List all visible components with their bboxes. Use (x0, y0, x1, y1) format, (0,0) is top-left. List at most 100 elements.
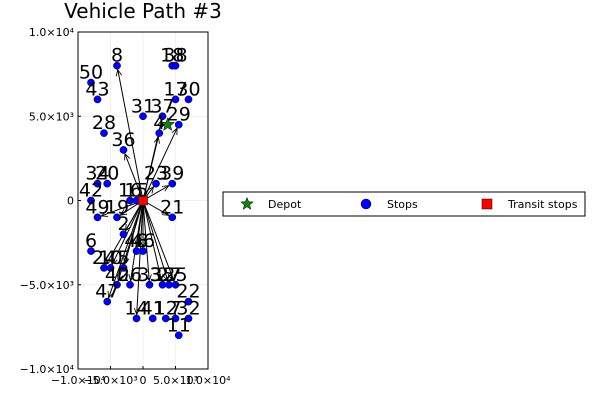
stop-label-49: 49 (85, 196, 109, 218)
x-tick-label-0: −1.0×10⁴ (51, 374, 106, 387)
stop-marker-30 (184, 95, 193, 104)
legend-box (222, 191, 586, 217)
stop-label-41: 41 (141, 297, 165, 319)
stop-marker-19 (113, 213, 121, 222)
path-edge-transit-8 (118, 70, 144, 201)
y-tick-label-4: −1.0×10⁴ (20, 363, 75, 376)
path-edges (101, 70, 178, 315)
stop-label-31: 31 (131, 95, 155, 117)
legend-marker-stops (360, 198, 372, 210)
path-edge-transit-33 (142, 200, 149, 281)
stop-marker-50 (87, 78, 95, 87)
stop-label-39: 39 (160, 163, 184, 185)
stop-label-26: 26 (118, 264, 142, 286)
stop-label-30: 30 (176, 78, 200, 100)
stop-marker-34 (93, 179, 102, 188)
stop-label-11: 11 (167, 314, 191, 336)
stop-label-10: 10 (98, 247, 122, 269)
stop-marker-28 (100, 129, 108, 137)
x-tick-label-1: −5.0×10³ (83, 374, 137, 387)
path-edge-transit-10 (111, 200, 144, 265)
transit-stop-marker (138, 195, 148, 206)
stop-label-8: 8 (111, 45, 123, 67)
path-edge-transit-36 (125, 154, 144, 201)
stop-marker-6 (87, 247, 95, 255)
legend: Depot Stops Transit stops (222, 191, 586, 217)
stop-label-37: 37 (150, 95, 174, 117)
stop-label-28: 28 (92, 112, 116, 134)
stop-label-20: 20 (95, 163, 119, 185)
stop-label-6: 6 (85, 230, 97, 252)
stop-marker-17 (171, 95, 180, 104)
stop-marker-7 (171, 314, 180, 323)
stop-label-25: 25 (163, 264, 187, 286)
y-tick-label-3: −5.0×10³ (20, 279, 74, 292)
stop-label-5: 5 (117, 247, 129, 269)
stop-marker-29 (174, 120, 183, 129)
stop-label-46: 46 (131, 230, 155, 252)
stop-marker-47 (103, 297, 112, 306)
path-edge-transit-4 (142, 137, 158, 201)
stop-marker-31 (139, 112, 147, 121)
depot-marker (160, 116, 176, 131)
stop-label-23: 23 (144, 163, 168, 185)
stop-label-48: 48 (124, 230, 148, 252)
stop-marker-40 (113, 280, 121, 289)
stop-marker-32 (184, 314, 193, 323)
path-edge-transit-25 (142, 200, 174, 282)
path-edge-transit-47 (109, 200, 144, 298)
stop-marker-46 (139, 247, 147, 255)
y-tick-label-1: 5.0×10³ (29, 110, 74, 123)
stop-label-16: 16 (118, 180, 142, 202)
stop-marker-2 (119, 230, 128, 239)
path-edge-transit-14 (137, 200, 144, 315)
legend-label-2: Transit stops (507, 198, 578, 211)
stop-marker-38 (171, 61, 180, 70)
stop-marker-39 (168, 179, 177, 188)
stop-label-47: 47 (95, 281, 119, 303)
stop-label-38: 38 (163, 45, 187, 67)
legend-marker-transit-stops (481, 198, 493, 210)
stop-label-27: 27 (157, 264, 181, 286)
stop-marker-23 (152, 179, 160, 188)
stop-label-43: 43 (85, 78, 109, 100)
data-markers (87, 61, 193, 340)
stop-marker-22 (184, 297, 193, 306)
stop-label-12: 12 (154, 297, 178, 319)
stop-marker-26 (126, 280, 134, 289)
stop-marker-8 (113, 61, 121, 70)
axis-ticks: −1.0×10⁴−5.0×10³ 0 5.0×10³1.0×10⁴1.0×10⁴5.… (20, 26, 231, 387)
stop-label-7: 7 (169, 297, 181, 319)
stop-marker-36 (119, 146, 128, 154)
stop-label-19: 19 (105, 196, 129, 218)
path-edge-transit-27 (142, 200, 168, 281)
stop-marker-14 (132, 314, 141, 323)
stop-label-14: 14 (124, 297, 148, 319)
stop-label-50: 50 (79, 62, 103, 84)
y-tick-label-2: 0 (67, 195, 74, 208)
stop-label-40: 40 (105, 264, 129, 286)
stop-label-15: 15 (124, 180, 148, 202)
stop-label-4: 4 (153, 112, 165, 134)
stop-label-35: 35 (150, 264, 174, 286)
legend-label-0: Depot (268, 198, 302, 211)
stop-marker-41 (148, 314, 157, 323)
stop-marker-49 (93, 213, 102, 222)
chart-title: Vehicle Path #3 (64, 0, 222, 23)
stop-label-18: 18 (160, 45, 184, 67)
stop-label-29: 29 (167, 104, 191, 126)
path-edge-transit-26 (131, 200, 144, 281)
stop-label-34: 34 (85, 163, 109, 185)
stop-label-32: 32 (176, 297, 200, 319)
legend-marker-depot (240, 196, 254, 210)
stop-marker-12 (161, 314, 170, 323)
stop-marker-25 (171, 280, 180, 289)
stop-marker-10 (106, 264, 115, 272)
x-tick-label-3: 5.0×10³ (153, 374, 198, 387)
stop-marker-43 (93, 95, 102, 104)
stop-label-22: 22 (176, 281, 200, 303)
stop-marker-4 (155, 129, 164, 137)
path-edge-transit-35 (142, 200, 162, 281)
